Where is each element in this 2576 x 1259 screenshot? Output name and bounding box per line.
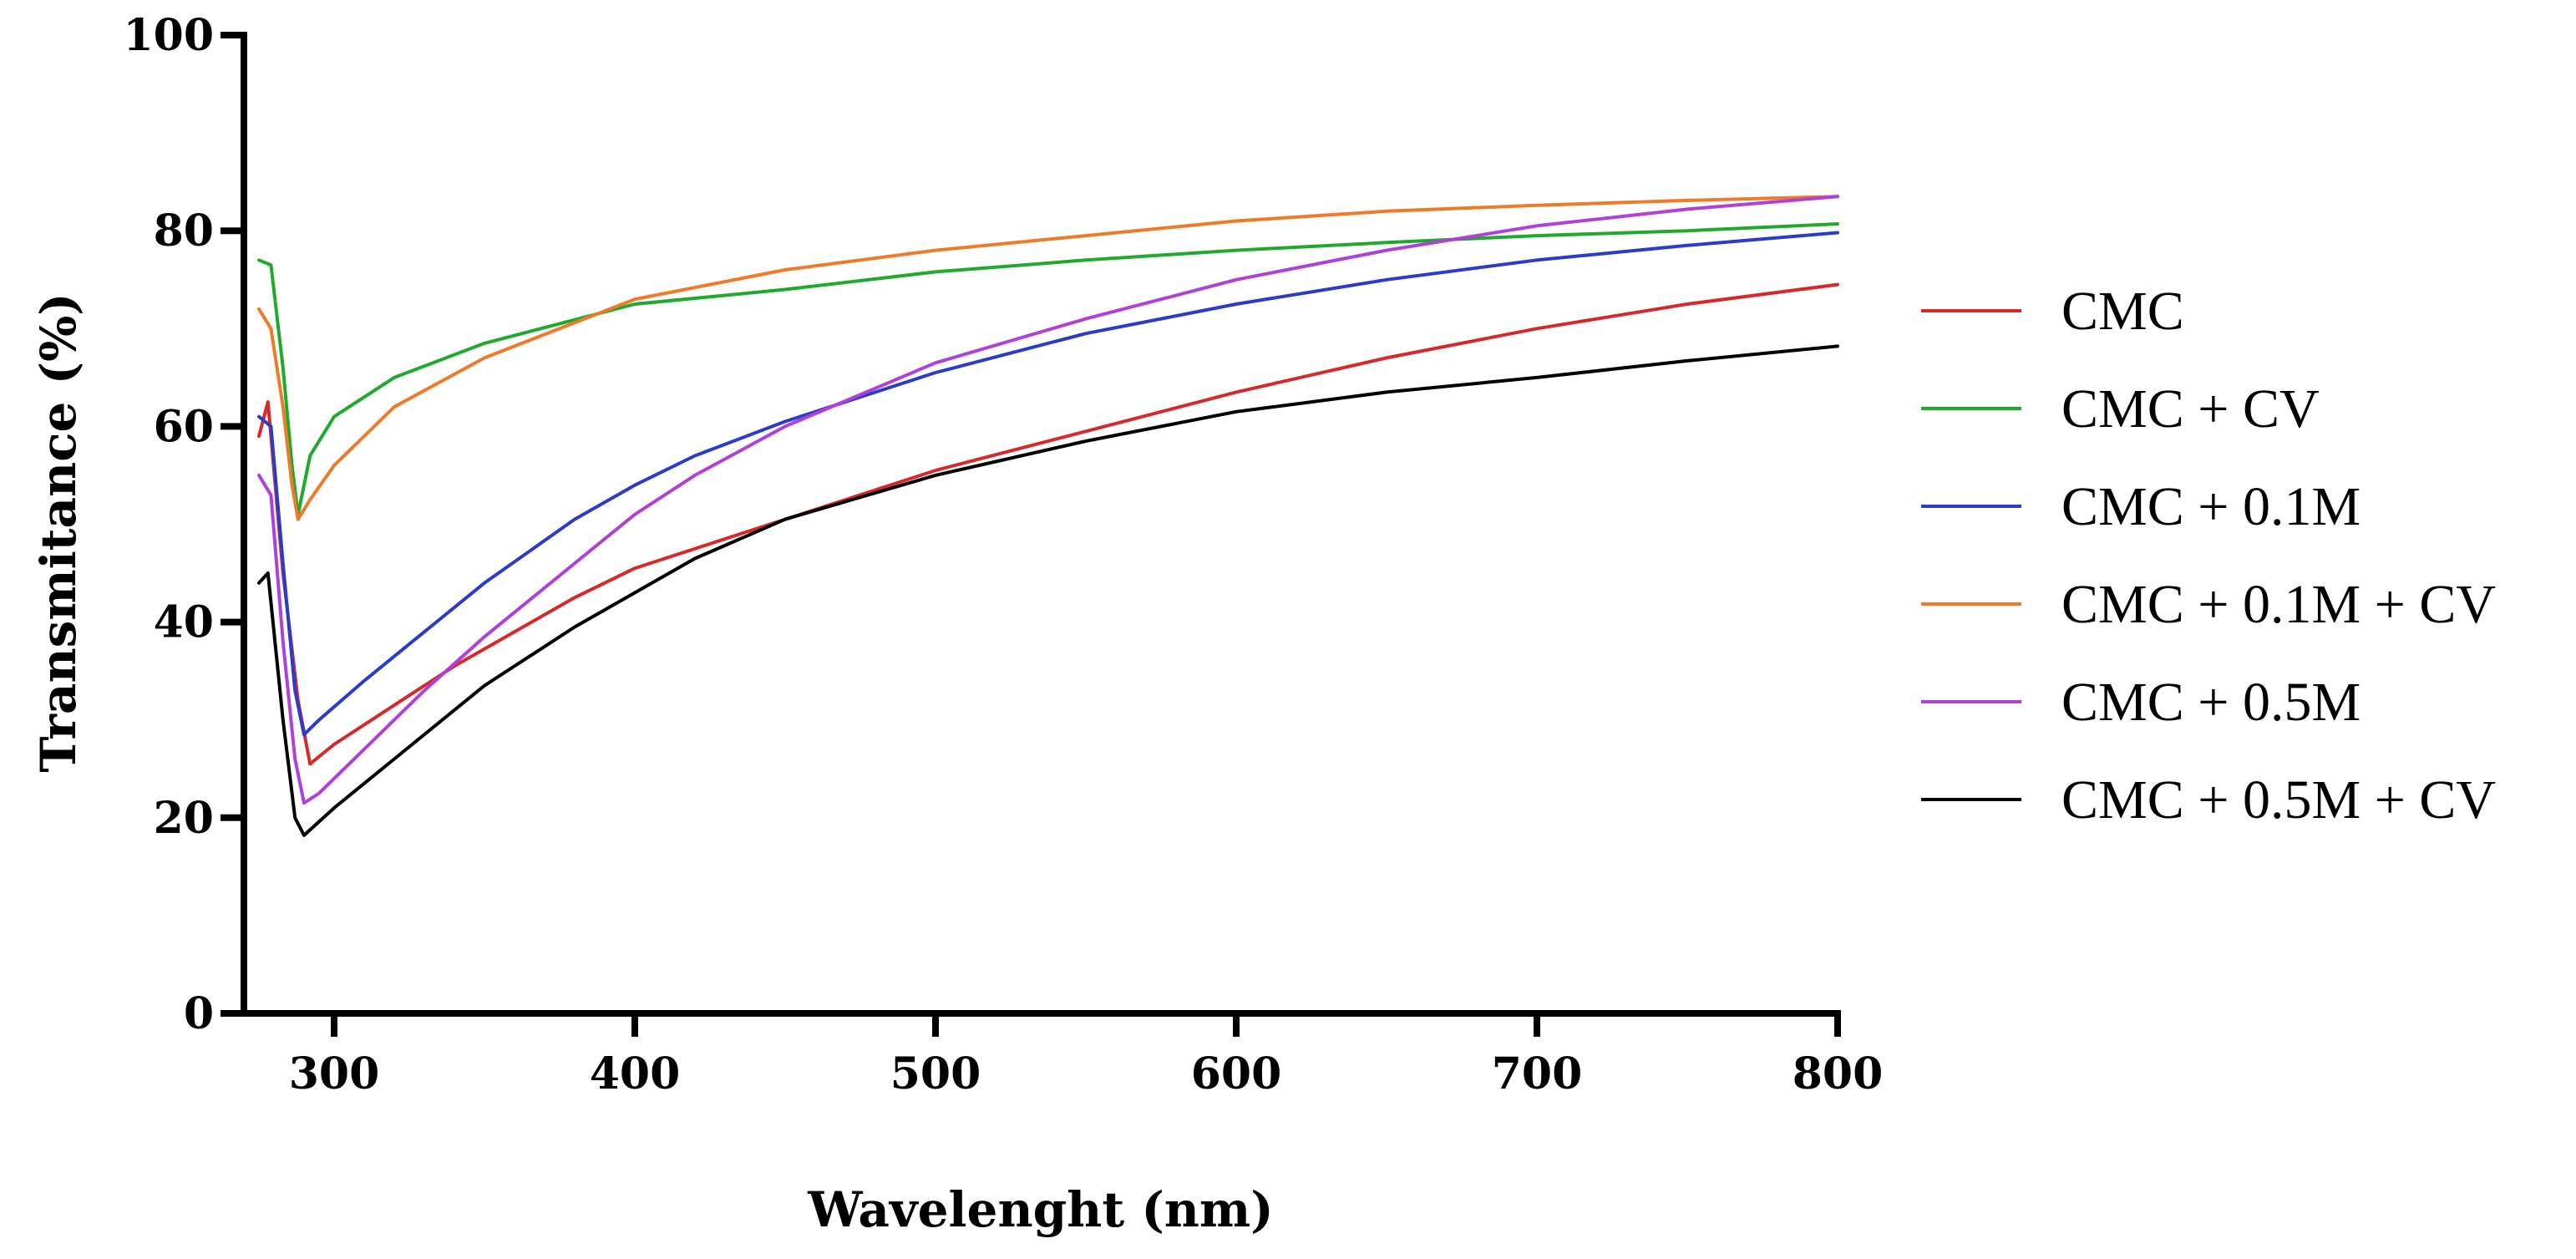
series-line-cmc-0-5m [257,195,1839,805]
y-axis-title: Transmitance (%) [30,292,87,772]
x-tick-label: 400 [590,1048,681,1099]
legend-label-cmc-0-5m: CMC + 0.5M [2061,672,2360,733]
y-tick-label: 40 [154,597,214,648]
x-axis-title: Wavelenght (nm) [807,1181,1274,1238]
x-tick-label: 700 [1492,1048,1583,1099]
y-tick-label: 0 [184,988,214,1039]
series-line-cmc-0-1m [257,231,1839,737]
y-tick-label: 60 [154,401,214,452]
legend-label-cmc-0-5m-cv: CMC + 0.5M + CV [2061,769,2496,830]
series-line-cmc-0-1m-cv [257,195,1839,521]
x-tick-label: 300 [289,1048,380,1099]
y-tick-label: 100 [123,10,214,61]
legend-label-cmc: CMC [2061,281,2184,342]
series-line-cmc-cv [257,222,1839,516]
series-line-cmc [257,282,1839,766]
x-tick-label: 500 [890,1048,981,1099]
y-tick-label: 20 [154,793,214,844]
series-line-cmc-0-5m-cv [257,344,1839,837]
legend-label-cmc-cv: CMC + CV [2061,378,2320,439]
x-tick-label: 800 [1793,1048,1884,1099]
y-tick-label: 80 [154,206,214,256]
legend-label-cmc-0-1m: CMC + 0.1M [2061,476,2360,537]
legend-label-cmc-0-1m-cv: CMC + 0.1M + CV [2061,574,2496,635]
x-tick-label: 600 [1191,1048,1282,1099]
